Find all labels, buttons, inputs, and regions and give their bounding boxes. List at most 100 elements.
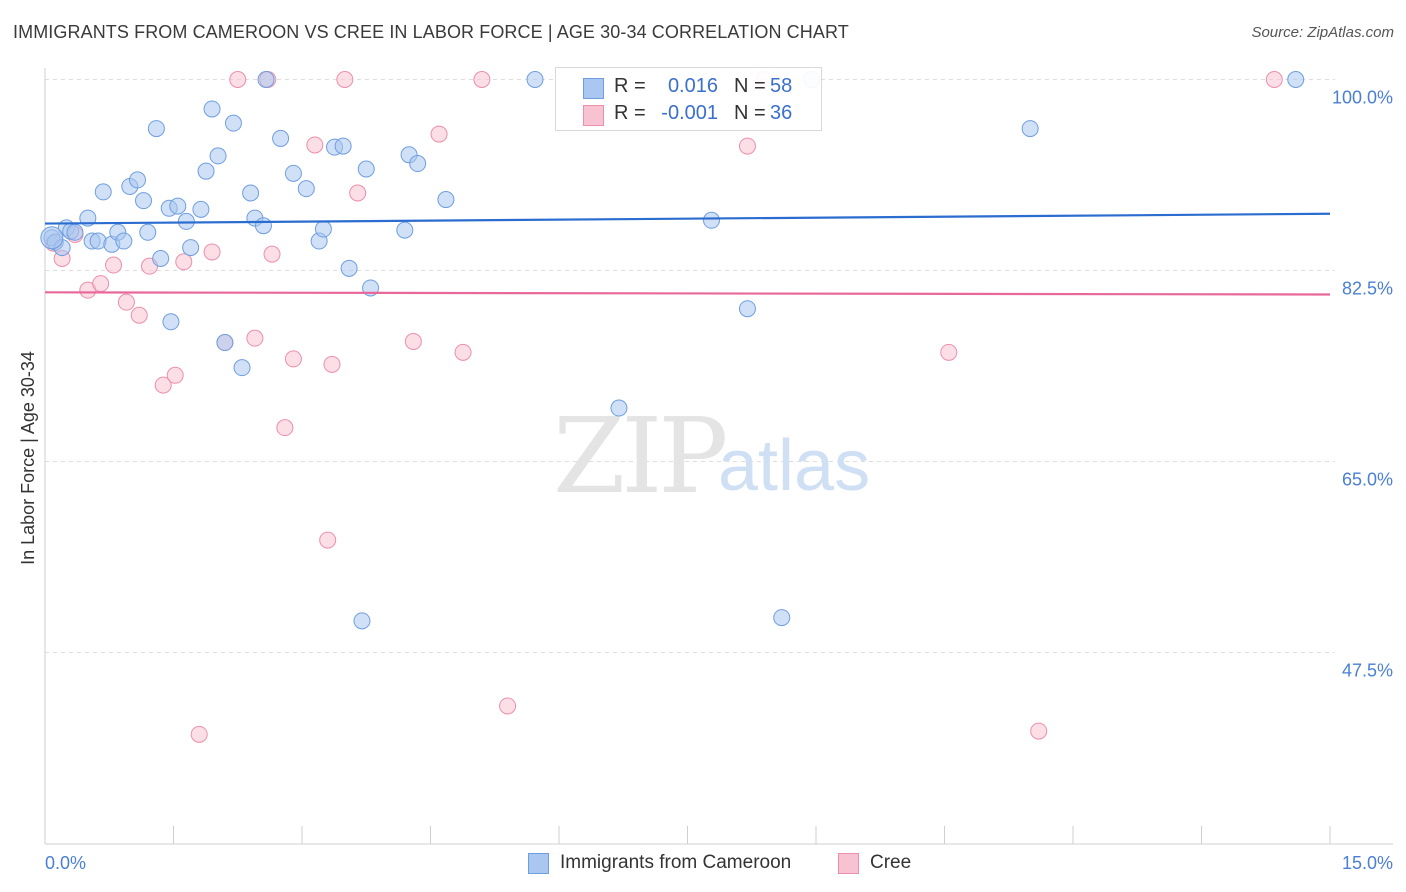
cree-trend-line (44, 291, 1331, 296)
cree-point (404, 332, 422, 350)
cree-point (454, 343, 472, 361)
cameroon-point (169, 197, 187, 215)
cree-point (246, 329, 264, 347)
cameroon-point (40, 226, 64, 250)
r-label: R = (614, 102, 646, 124)
cameroon-point (340, 259, 358, 277)
cameroon-point (197, 162, 215, 180)
cree-point (175, 253, 193, 271)
cree-point (154, 376, 172, 394)
n-label: N = (734, 102, 766, 124)
cameroon-legend-swatch (528, 853, 549, 874)
cameroon-point (272, 129, 290, 147)
n-value: 36 (770, 102, 793, 124)
r-label: R = (614, 75, 646, 97)
axis-labels: 100.0% 82.5% 65.0% 47.5% 0.0% 15.0% (45, 88, 1393, 874)
chart-title: IMMIGRANTS FROM CAMEROON VS CREE IN LABO… (13, 22, 849, 42)
cameroon-point (284, 164, 302, 182)
cree-point (319, 531, 337, 549)
cameroon-trend-line (44, 212, 1331, 225)
cree-point (738, 137, 756, 155)
y-tick-label: 100.0% (1332, 88, 1393, 108)
series-legend: Immigrants from Cameroon Cree (0, 851, 1406, 879)
cameroon-point (224, 114, 242, 132)
cree-point (430, 125, 448, 143)
cameroon-points (40, 71, 1305, 630)
cameroon-point (115, 232, 133, 250)
cree-point (940, 343, 958, 361)
cree-point (499, 697, 517, 715)
axes-layer (44, 68, 1393, 845)
cameroon-point (135, 192, 153, 210)
watermark-atlas: atlas (718, 426, 870, 506)
cameroon-point (437, 191, 455, 209)
legend-label-cree: Cree (870, 852, 912, 873)
x-tick-label-min: 0.0% (45, 853, 86, 873)
n-label: N = (734, 75, 766, 97)
cameroon-point (334, 137, 352, 155)
y-axis-label: In Labor Force | Age 30-34 (18, 351, 38, 565)
cameroon-point (396, 221, 414, 239)
n-value: 58 (770, 75, 793, 97)
cree-point (263, 245, 281, 263)
cree-point (203, 243, 221, 261)
cameroon-point (409, 155, 427, 173)
source-label: Source: ZipAtlas.com (1251, 24, 1394, 41)
y-tick-label: 65.0% (1342, 470, 1393, 490)
grid-layer (45, 79, 1335, 653)
watermark-zip: ZIP (553, 395, 725, 517)
cree-point (1265, 71, 1283, 88)
cameroon-point (129, 171, 147, 189)
cree-point (190, 725, 208, 743)
cameroon-point (254, 217, 272, 235)
cree-point (276, 419, 294, 437)
cameroon-point (182, 239, 200, 257)
cree-point (166, 366, 184, 384)
legend-label-cameroon: Immigrants from Cameroon (560, 852, 792, 873)
cameroon-point (242, 184, 260, 202)
cree-point (92, 275, 110, 293)
cree-legend-swatch (838, 853, 859, 874)
cree-point (473, 71, 491, 88)
trend-lines (44, 212, 1331, 296)
cree-point (105, 256, 123, 274)
cameroon-point (216, 334, 234, 352)
cameroon-point (773, 609, 791, 627)
cameroon-point (152, 249, 170, 267)
x-tick-label-max: 15.0% (1342, 853, 1393, 873)
cameroon-point (203, 100, 221, 118)
r-value: -0.001 (661, 102, 718, 124)
cameroon-point (357, 160, 375, 178)
y-tick-label: 82.5% (1342, 279, 1393, 299)
cameroon-point (1287, 71, 1305, 88)
legend-row-cree: R = -0.001 N = 36 (556, 101, 821, 129)
cameroon-point (209, 147, 227, 165)
cree-point (117, 293, 135, 311)
cameroon-point (738, 300, 756, 318)
cree-point (306, 136, 324, 154)
cameroon-point (162, 313, 180, 331)
watermark: ZIP atlas (553, 395, 870, 517)
r-value: 0.016 (667, 75, 718, 97)
legend-row-cameroon: R = 0.016 N = 58 (556, 74, 821, 102)
y-tick-label: 47.5% (1342, 661, 1393, 681)
cameroon-point (297, 180, 315, 198)
cameroon-point (353, 612, 371, 630)
cree-point (130, 306, 148, 324)
cree-point (284, 350, 302, 368)
cree-point (229, 71, 247, 88)
cree-point (349, 184, 367, 202)
cameroon-point (610, 399, 628, 417)
cree-point (1030, 722, 1048, 740)
cameroon-point (66, 223, 84, 241)
cameroon-point (257, 71, 275, 88)
cree-point (323, 355, 341, 373)
cameroon-point (1021, 120, 1039, 138)
cameroon-point (147, 120, 165, 138)
cree-point (336, 71, 354, 88)
cameroon-point (192, 200, 210, 218)
cameroon-point (526, 71, 544, 88)
cameroon-point (314, 220, 332, 238)
cameroon-point (139, 223, 157, 241)
